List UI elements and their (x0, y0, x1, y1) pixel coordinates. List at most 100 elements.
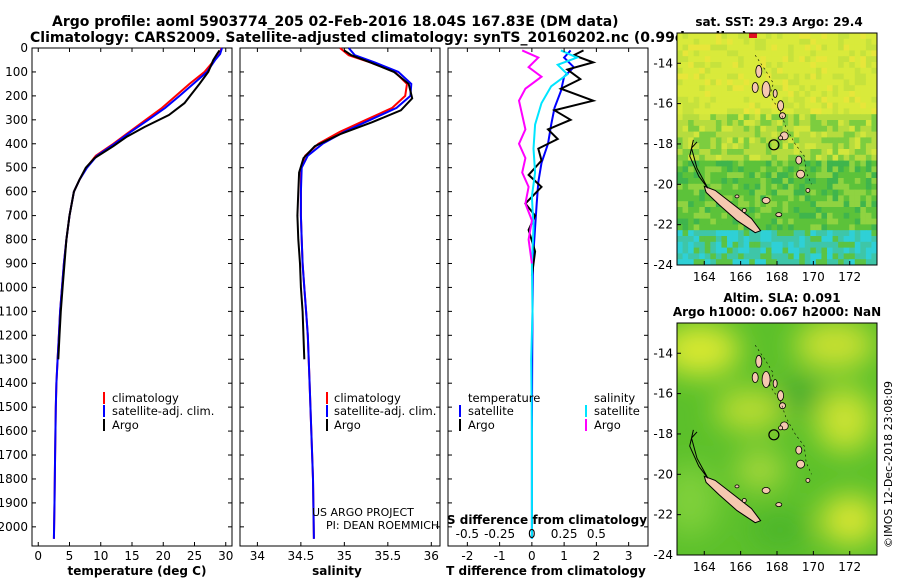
sst-cell (788, 218, 795, 225)
sst-cell (727, 137, 734, 144)
sst-cell (677, 149, 684, 156)
sst-cell (843, 125, 850, 133)
sst-cell (838, 73, 845, 80)
vanuatu-island (751, 372, 759, 383)
sst-cell (804, 33, 811, 40)
sst-cell (715, 102, 723, 109)
sst-cell (749, 195, 756, 202)
sst-cell (765, 44, 773, 51)
sst-cell (771, 73, 778, 80)
sst-cell (749, 38, 756, 46)
sst-cell (854, 259, 861, 265)
sst-cell (760, 44, 767, 51)
sst-cell (777, 62, 784, 69)
sst-cell (760, 201, 767, 208)
sst-cell (715, 96, 723, 104)
sst-cell (810, 189, 817, 196)
sst-cell (765, 125, 773, 133)
sst-cell (788, 236, 795, 243)
sst-cell (682, 50, 689, 57)
sst-cell (727, 120, 734, 127)
sst-cell (871, 96, 877, 104)
sst-cell (810, 183, 817, 191)
sst-cell (765, 166, 773, 173)
sst-cell (865, 108, 873, 115)
sst-cell (832, 125, 839, 133)
sst-cell (827, 201, 834, 208)
sst-cell (749, 96, 756, 104)
sst-cell (865, 96, 873, 104)
sst-cell (871, 50, 877, 57)
sst-cell (738, 172, 745, 179)
sst-cell (693, 149, 700, 156)
sst-cell (871, 178, 877, 185)
sst-cell (821, 143, 828, 150)
sst-cell (799, 108, 806, 115)
sst-cell (749, 212, 756, 220)
sst-cell (838, 67, 845, 75)
sst-cell (832, 178, 839, 185)
y-tick-label: 900 (5, 256, 28, 270)
sst-cell (749, 33, 757, 38)
sst-cell (749, 189, 756, 196)
sst-cell (732, 137, 739, 144)
sst-cell (732, 195, 739, 202)
sst-cell (810, 149, 817, 156)
sst-cell (715, 33, 723, 40)
sst-cell (721, 218, 728, 225)
sst-cell (677, 259, 684, 265)
y-tick-label: 2000 (0, 520, 28, 534)
new-caledonia-island (703, 475, 762, 524)
sst-cell (838, 131, 845, 138)
sst-cell (865, 131, 873, 138)
sst-cell (832, 236, 839, 243)
sst-cell (749, 183, 756, 191)
sst-cell (688, 189, 695, 196)
sst-cell (721, 125, 728, 133)
sst-cell (704, 67, 711, 75)
sst-cell (677, 160, 684, 167)
sst-cell (815, 143, 823, 150)
argo-profile-marker (768, 139, 780, 151)
sst-cell (799, 207, 806, 214)
sst-cell (860, 91, 867, 98)
sst-cell (704, 50, 711, 57)
sst-cell (849, 62, 856, 69)
sst-cell (860, 236, 867, 243)
sst-cell (688, 172, 695, 179)
sst-cell (693, 79, 700, 86)
sst-cell (815, 183, 823, 191)
sst-cell (749, 131, 756, 138)
sst-cell (815, 195, 823, 202)
sst-cell (804, 38, 811, 46)
sst-cell (732, 50, 739, 57)
sst-cell (710, 247, 717, 254)
sst-cell (754, 183, 761, 191)
sst-cell (732, 247, 739, 254)
sst-cell (849, 253, 856, 260)
sst-cell (765, 114, 773, 121)
sst-cell (738, 62, 745, 69)
sst-cell (832, 201, 839, 208)
sst-cell (710, 108, 717, 115)
sst-cell (749, 120, 756, 127)
sst-cell (788, 189, 795, 196)
sst-cell (738, 195, 745, 202)
sst-cell (771, 212, 778, 220)
sst-cell (710, 137, 717, 144)
sst-cell (738, 108, 745, 115)
sst-cell (710, 236, 717, 243)
sst-cell (715, 50, 723, 57)
sst-cell (793, 207, 800, 214)
sst-cell (827, 224, 834, 231)
sst-cell (743, 183, 750, 191)
sst-cell (793, 73, 800, 80)
sst-cell (704, 178, 711, 185)
sst-cell (749, 56, 756, 63)
y-tick-label: 1000 (0, 280, 28, 294)
sst-cell (677, 201, 684, 208)
zone-boundary (689, 139, 709, 189)
sst-cell (793, 189, 800, 196)
sst-cell (871, 149, 877, 156)
sst-cell (782, 44, 789, 51)
